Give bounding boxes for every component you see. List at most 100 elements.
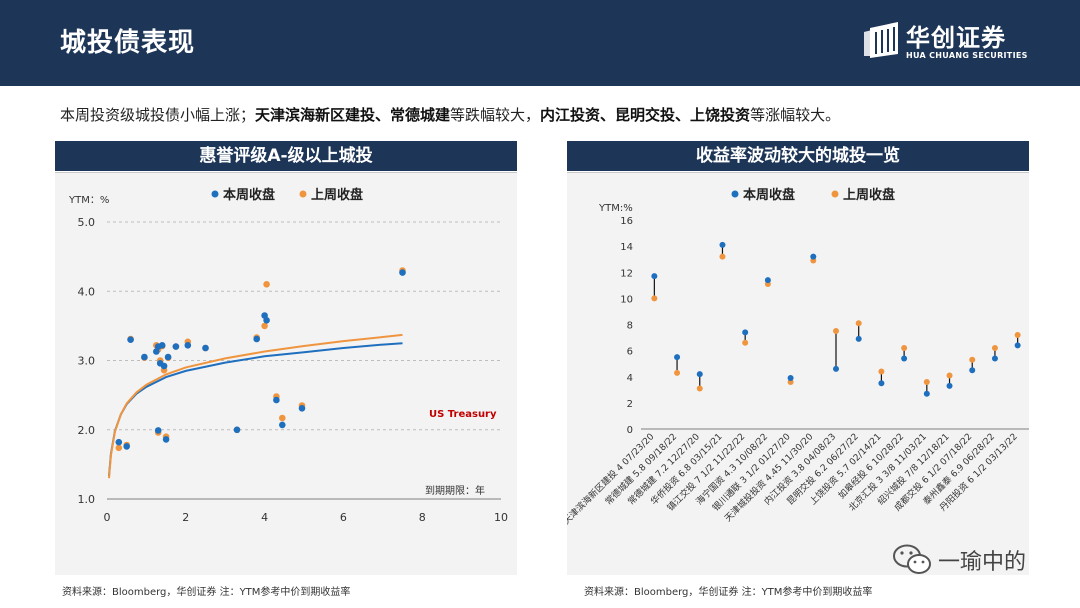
category-label: 天津滨海新区建投 4 07/23/20 [567,430,657,526]
y-tick-label: 6 [627,347,633,358]
page-title: 城投债表现 [60,28,196,58]
scatter-point [298,405,306,412]
scatter-point [202,344,209,352]
scatter-point [158,342,166,349]
last-week-point [719,253,726,260]
this-week-point [946,382,953,389]
scatter-point [160,362,168,370]
summary-bold-2: 内江投资、昆明交投、上饶投资 [540,106,751,124]
scatter-point [263,317,270,324]
last-week-point [878,368,885,375]
this-week-point [923,390,930,397]
this-week-point [651,273,658,280]
right-panel-title: 收益率波动较大的城投一览 [567,141,1029,175]
y-tick-label: 2.0 [78,424,96,437]
left-chart-panel: 1.0 2.0 3.0 4.0 5.0 0 2 4 6 8 10 YTM：% 到期期限：年 本周收盘 上周收… [55,173,517,575]
scatter-point [273,396,280,404]
legend-marker [299,190,307,198]
last-week-point [674,369,681,376]
right-source-note: 资料来源：Bloomberg，华创证券 注：YTM参考中价到期收益率 [584,587,873,598]
summary-part-3: 等涨幅较大。 [750,106,841,124]
summary-part-2: 等跌幅较大， [450,106,541,124]
y-tick-label: 0 [627,425,633,436]
summary-text: 本周投资级城投债小幅上涨；天津滨海新区建投、常德城建等跌幅较大，内江投资、昆明交… [60,104,840,125]
y-tick-label: 4.0 [78,285,96,298]
y-tick-label: 4 [627,373,633,384]
scatter-point [279,421,286,429]
legend-label: 本周收盘 [223,187,275,203]
scatter-point [172,343,180,350]
this-week-point [855,335,862,342]
y-axis-label: YTM:% [598,203,633,214]
y-tick-label: 12 [620,268,633,279]
last-week-point [833,328,839,335]
last-week-point [946,372,953,379]
last-week-point [969,356,976,363]
x-axis-label: 到期期限：年 [425,484,485,497]
x-tick-label: 10 [494,511,508,524]
left-scatter-chart: 1.0 2.0 3.0 4.0 5.0 0 2 4 6 8 10 YTM：% 到期期限：年 本周收盘 上周收… [68,187,508,524]
y-axis-label: YTM：% [68,195,109,206]
this-week-point [969,367,976,374]
scatter-point [233,426,241,434]
x-tick-label: 2 [182,511,189,524]
legend-label: 本周收盘 [743,187,795,203]
legend-label: 上周收盘 [843,187,895,203]
logo-mark-icon [864,22,898,58]
this-week-point [1014,342,1021,349]
y-tick-label: 1.0 [78,493,96,506]
company-logo: 华创证券 HUA CHUANG SECURITIES [862,18,1062,68]
logo-english-text: HUA CHUANG SECURITIES [906,51,1028,60]
header-bar: 城投债表现 华创证券 HUA CHUANG SECURITIES [0,0,1080,86]
last-week-point [901,345,908,352]
scatter-point [123,443,130,450]
this-week-point [878,380,885,387]
scatter-point [164,353,172,361]
last-week-point [696,385,703,392]
x-tick-label: 0 [104,511,111,524]
watermark-text: 一瑜中的 [938,550,1027,575]
legend-marker [831,190,839,198]
logo-chinese-text: 华创证券 [906,24,1006,52]
last-week-point [651,295,658,302]
legend-label: 上周收盘 [311,187,363,203]
legend-marker [731,190,739,198]
x-tick-label: 8 [419,511,426,524]
scatter-point [263,281,270,288]
last-week-point [855,320,862,327]
y-tick-label: 16 [620,216,633,227]
us-treasury-annotation: US Treasury [429,409,497,420]
scatter-point [279,414,286,422]
scatter-point [399,269,406,276]
x-tick-label: 4 [261,511,268,524]
scatter-point [261,322,268,330]
scatter-point [115,438,123,446]
this-week-point [764,277,771,284]
y-tick-label: 5.0 [78,216,96,229]
scatter-point [127,336,134,343]
y-tick-label: 14 [620,242,633,253]
this-week-point [991,355,998,362]
left-source-note: 资料来源：Bloomberg，华创证券 注：YTM参考中价到期收益率 [62,587,351,598]
this-week-point [901,355,908,362]
scatter-point [184,342,192,349]
fitted-curve-line [108,333,403,479]
last-week-point [991,345,998,352]
last-week-point [742,339,749,346]
this-week-point [719,241,726,248]
scatter-point [162,436,170,443]
wechat-watermark: 一瑜中的 [892,540,1062,580]
y-tick-label: 2 [627,399,633,410]
last-week-point [923,378,930,385]
right-chart-panel: YTM:% 0 2 4 6 8 10 12 14 16 本周收盘 上周收盘天津滨海新区建投 4 07/… [560,173,1029,575]
left-panel-title: 惠誉评级A-级以上城投 [55,141,517,175]
this-week-point [674,354,681,361]
summary-bold-1: 天津滨海新区建投、常德城建 [255,106,451,124]
last-week-point [1014,331,1021,338]
scatter-point [253,335,260,343]
this-week-point [696,371,703,378]
this-week-point [742,329,749,336]
y-tick-label: 10 [620,294,633,305]
y-tick-label: 8 [627,321,633,332]
